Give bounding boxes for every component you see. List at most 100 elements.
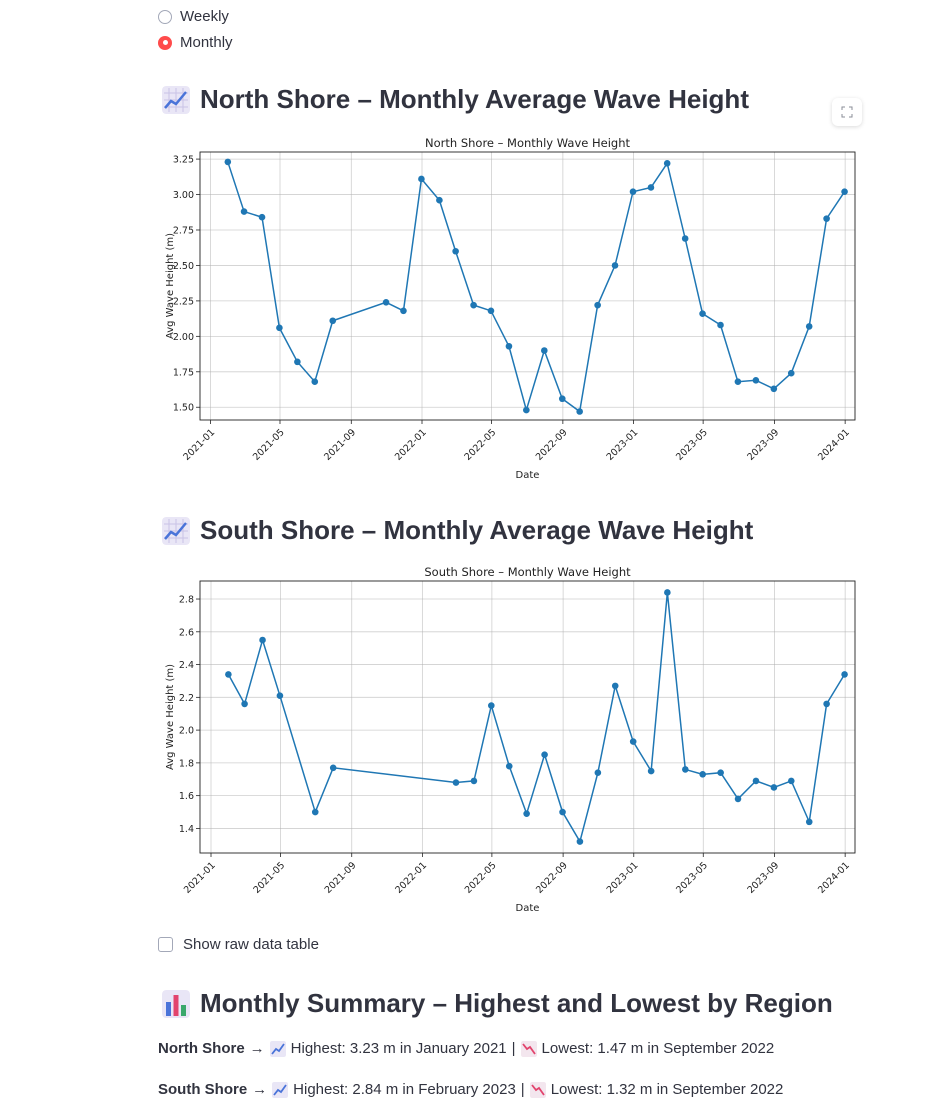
- north-series-line: [227, 161, 846, 413]
- chart-increasing-icon: [162, 516, 190, 545]
- south-x-tick-label: 2023-05: [674, 860, 710, 896]
- summary-heading: Monthly Summary – Highest and Lowest by …: [162, 988, 833, 1019]
- north-data-point: [382, 299, 390, 306]
- fullscreen-button[interactable]: [832, 98, 862, 126]
- north-data-point: [258, 213, 266, 221]
- north-data-point: [505, 342, 513, 350]
- south-data-point: [259, 636, 266, 644]
- south-data-point: [329, 764, 337, 772]
- show-raw-data-checkbox[interactable]: [158, 937, 173, 952]
- radio-option-monthly[interactable]: Monthly: [158, 34, 233, 51]
- north-data-point: [717, 321, 724, 329]
- north-x-tick-label: 2022-09: [534, 427, 570, 463]
- north-data-point: [752, 376, 760, 384]
- north-y-tick-label: 1.75: [173, 367, 194, 378]
- north-data-point: [823, 215, 830, 222]
- north-data-point: [841, 188, 848, 196]
- south-data-point: [717, 769, 724, 777]
- south-data-point: [559, 808, 566, 816]
- north-data-point: [400, 307, 407, 315]
- south-data-point: [682, 766, 689, 773]
- south-data-point: [841, 671, 848, 678]
- north-data-point: [452, 247, 459, 255]
- north-data-point: [436, 196, 443, 204]
- south-y-tick-label: 1.6: [179, 791, 194, 802]
- north-x-tick-label: 2023-01: [605, 427, 641, 463]
- south-x-tick-label: 2022-05: [463, 860, 499, 896]
- south-data-point: [770, 784, 778, 791]
- north-x-tick-label: 2021-01: [181, 427, 217, 463]
- south-shore-heading: South Shore – Monthly Average Wave Heigh…: [162, 515, 753, 546]
- north-data-point: [418, 175, 425, 183]
- north-data-point: [523, 406, 530, 414]
- north-y-tick-label: 2.00: [173, 332, 194, 343]
- summary-lowest: Lowest: 1.47 m in September 2022: [541, 1040, 775, 1057]
- north-data-point: [329, 317, 337, 325]
- radio-weekly-label: Weekly: [180, 8, 229, 25]
- summary-row-south: South Shore → Highest: 2.84 m in Februar…: [158, 1081, 783, 1098]
- south-data-point: [241, 700, 248, 708]
- north-shore-heading-text: North Shore – Monthly Average Wave Heigh…: [200, 84, 749, 114]
- south-x-tick-label: 2021-01: [182, 860, 218, 896]
- south-data-point: [488, 702, 495, 709]
- south-x-tick-label: 2022-01: [393, 860, 429, 896]
- south-x-tick-label: 2024-01: [816, 860, 852, 896]
- south-x-tick-label: 2021-09: [323, 860, 359, 896]
- south-data-point: [823, 700, 830, 708]
- south-data-point: [311, 808, 319, 816]
- south-series-line: [227, 592, 846, 844]
- radio-weekly-circle[interactable]: [158, 9, 172, 24]
- show-raw-data-toggle[interactable]: Show raw data table: [158, 936, 319, 953]
- chart-decreasing-icon: [529, 1081, 546, 1098]
- summary-arrow: →: [249, 1040, 265, 1057]
- north-y-tick-label: 2.25: [173, 296, 194, 307]
- north-x-tick-label: 2022-05: [463, 427, 499, 463]
- north-data-point: [487, 307, 495, 315]
- south-data-point: [787, 777, 795, 785]
- north-data-point: [558, 395, 566, 403]
- south-data-point: [225, 671, 232, 678]
- south-shore-heading-text: South Shore – Monthly Average Wave Heigh…: [200, 515, 754, 545]
- north-y-tick-label: 3.00: [173, 190, 194, 201]
- south-shore-chart-svg: 2021-01 2021-05 2021-09 2022-01 2022-05 2022-…: [165, 565, 856, 913]
- north-x-tick-label: 2022-01: [393, 427, 429, 463]
- north-data-point: [611, 262, 619, 269]
- radio-monthly-circle[interactable]: [158, 35, 172, 50]
- south-data-point: [523, 810, 530, 817]
- radio-option-weekly[interactable]: Weekly: [158, 8, 229, 25]
- south-data-point: [611, 682, 619, 690]
- south-data-point: [594, 769, 602, 777]
- summary-separator: |: [511, 1040, 516, 1057]
- north-data-point: [681, 235, 689, 242]
- bar-chart-icon: [162, 989, 190, 1018]
- south-y-tick-label: 1.8: [179, 758, 194, 769]
- north-data-point: [594, 301, 601, 309]
- south-data-point: [664, 589, 671, 596]
- north-data-point: [240, 208, 248, 215]
- south-y-tick-label: 2.8: [179, 595, 194, 606]
- south-data-point: [541, 751, 548, 758]
- chart-increasing-icon: [272, 1081, 289, 1098]
- north-x-tick-label: 2023-09: [745, 427, 781, 463]
- north-y-tick-label: 2.50: [173, 261, 194, 272]
- south-y-tick-label: 1.4: [179, 824, 194, 835]
- summary-region: South Shore: [158, 1081, 248, 1098]
- north-shore-chart: 2021-01 2021-05 2021-09 2022-01 2022-05 2022-…: [158, 132, 868, 482]
- north-data-point: [294, 358, 301, 366]
- south-shore-chart: 2021-01 2021-05 2021-09 2022-01 2022-05 2022-…: [158, 563, 868, 913]
- radio-monthly-label: Monthly: [180, 34, 233, 51]
- north-data-point: [576, 408, 583, 415]
- south-data-point: [699, 771, 706, 778]
- south-data-point: [734, 795, 742, 803]
- summary-row-north: North Shore → Highest: 3.23 m in January…: [158, 1040, 774, 1057]
- north-data-point: [647, 184, 655, 191]
- south-data-point: [752, 777, 760, 785]
- north-y-tick-label: 2.75: [173, 225, 194, 236]
- south-x-tick-label: 2022-09: [534, 860, 570, 896]
- north-data-point: [629, 188, 637, 196]
- north-x-axis-label: Date: [516, 470, 540, 481]
- chart-increasing-icon: [269, 1040, 286, 1057]
- south-data-point: [647, 767, 655, 775]
- south-y-tick-label: 2.2: [179, 693, 194, 704]
- north-data-point: [663, 160, 671, 167]
